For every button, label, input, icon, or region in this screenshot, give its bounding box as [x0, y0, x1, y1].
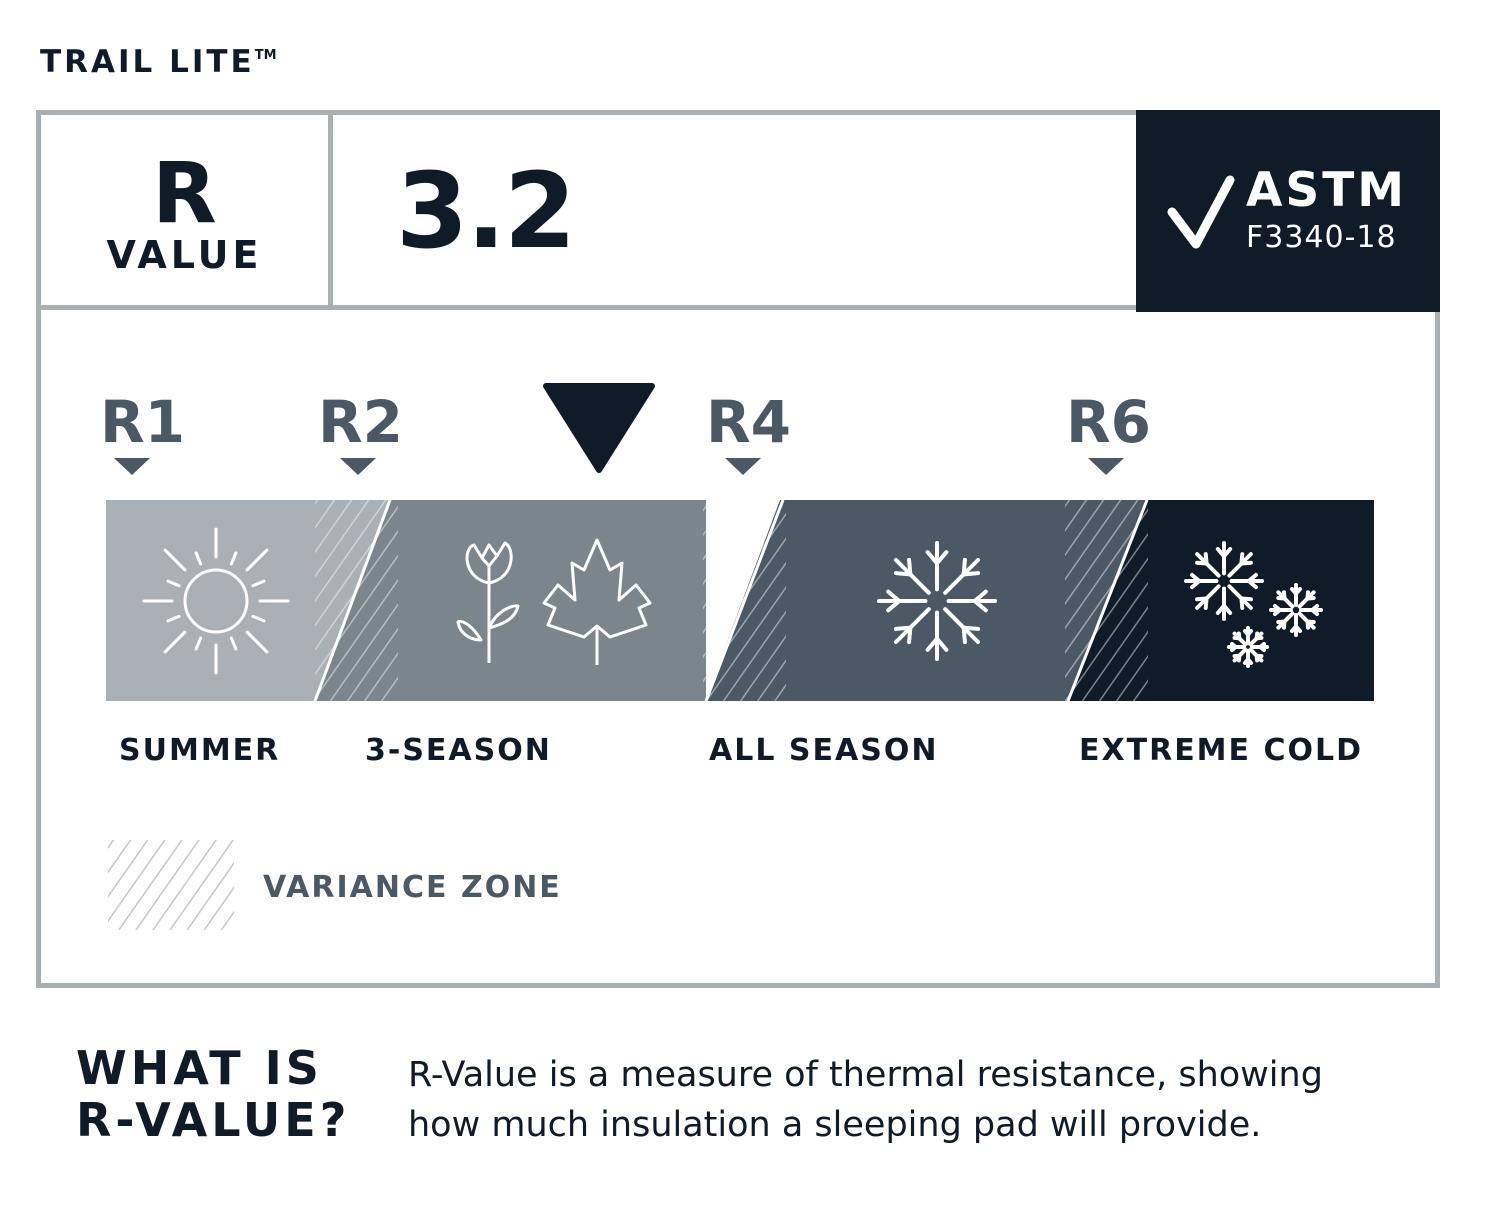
heading-line-2: R-VALUE?: [76, 1093, 351, 1147]
product-name-text: TRAIL LITE: [40, 44, 255, 80]
legend-variance-zone: VARIANCE ZONE: [263, 870, 562, 905]
flower-icon: [456, 541, 520, 663]
variance-zone-1: [313, 499, 398, 702]
product-name: TRAIL LITETM: [40, 44, 277, 80]
zone-label-3-season: 3-SEASON: [365, 733, 552, 768]
astm-badge: ASTM F3340-18: [1136, 110, 1440, 312]
divider: [41, 305, 1136, 310]
snowflake-icon: [877, 541, 997, 661]
marker-arrow-r6: [1088, 458, 1124, 475]
value-label: VALUE: [106, 233, 263, 277]
marker-arrow-r1: [114, 458, 150, 475]
variance-zone-2: [703, 499, 786, 702]
variance-zone-3: [1065, 499, 1149, 702]
explainer-heading: WHAT IS R-VALUE?: [76, 1042, 350, 1146]
marker-r2: R2: [318, 388, 403, 456]
marker-r1: R1: [100, 388, 185, 456]
checkmark-icon: [1167, 175, 1235, 249]
r-value-scale: R1 R2 R4 R6 SUMMER 3-SEASON: [100, 383, 1374, 930]
marker-arrow-r2: [340, 458, 376, 475]
hatch-pattern-icon: [108, 840, 234, 930]
explainer-text: R-Value is a measure of thermal resistan…: [408, 1055, 1323, 1145]
zone-label-all-season: ALL SEASON: [709, 733, 938, 768]
r-label: R: [152, 144, 217, 242]
marker-r6: R6: [1066, 388, 1151, 456]
marker-r4: R4: [706, 388, 791, 456]
zone-label-summer: SUMMER: [119, 733, 280, 768]
trademark: TM: [254, 48, 277, 63]
r-value-label-cell: R VALUE: [41, 115, 333, 305]
zone-label-extreme-cold: EXTREME COLD: [1079, 733, 1363, 768]
astm-title: ASTM: [1246, 163, 1408, 218]
rating-frame: [36, 110, 1440, 988]
r-value-number: 3.2: [396, 150, 576, 272]
zone-3-season: [390, 500, 706, 701]
current-value-indicator: [543, 383, 655, 473]
marker-arrow-r4: [725, 458, 761, 475]
astm-standard: F3340-18: [1246, 220, 1397, 255]
sun-icon: [142, 527, 290, 675]
zone-extreme-cold: [1148, 500, 1374, 701]
heading-line-1: WHAT IS: [76, 1041, 323, 1095]
snowflakes-icon: [1184, 541, 1323, 668]
maple-leaf-icon: [542, 538, 652, 665]
